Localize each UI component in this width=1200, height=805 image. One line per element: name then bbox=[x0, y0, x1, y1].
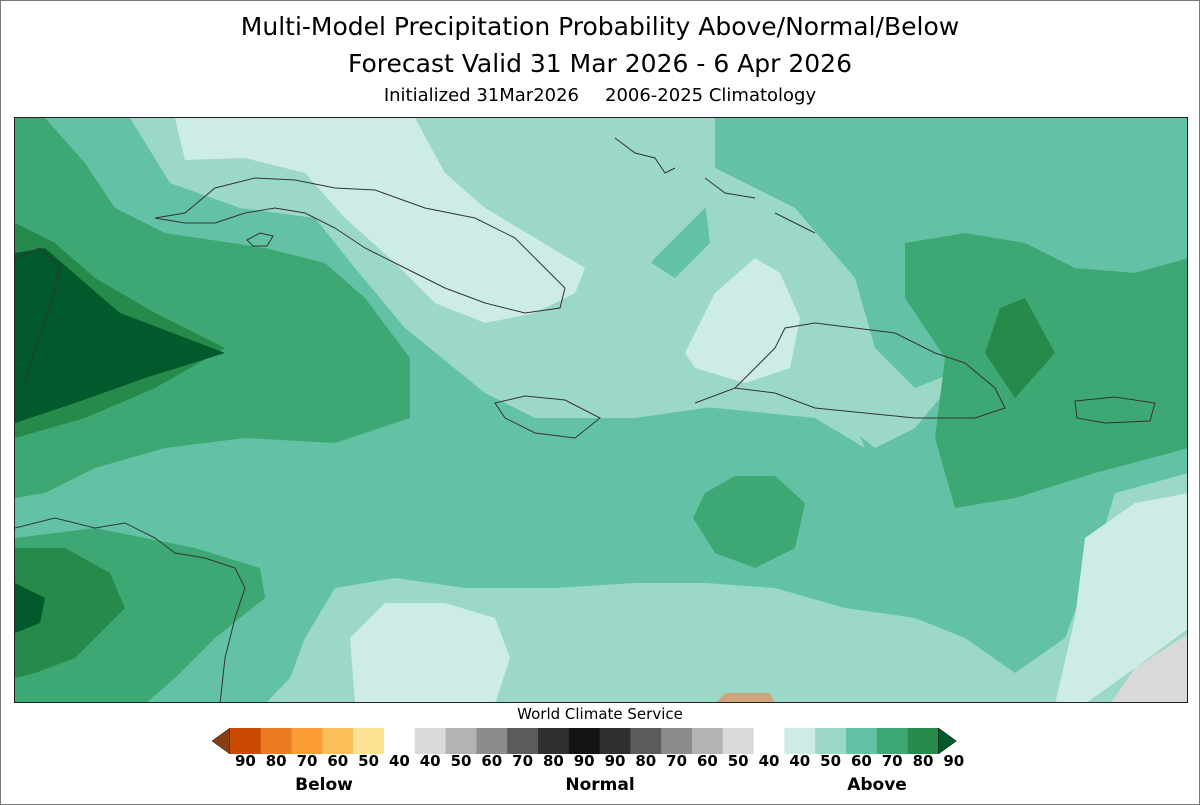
legend-swatch bbox=[722, 728, 755, 754]
legend-swatch bbox=[692, 728, 724, 754]
legend-tick-label: 60 bbox=[696, 752, 718, 770]
forecast-valid-period: Forecast Valid 31 Mar 2026 - 6 Apr 2026 bbox=[347, 49, 852, 78]
legend-tick-label: 90 bbox=[943, 752, 965, 770]
zone-above-70-east bbox=[905, 233, 1187, 508]
legend-tick-label: 90 bbox=[573, 752, 595, 770]
isla-de-la-juventud-coastline bbox=[246, 232, 274, 247]
legend-swatch bbox=[230, 728, 262, 754]
legend-swatch bbox=[599, 728, 631, 754]
legend-tick-label: 70 bbox=[881, 752, 903, 770]
zone-above-70-central bbox=[693, 476, 805, 568]
legend-swatch bbox=[815, 728, 847, 754]
legend-swatch bbox=[260, 728, 293, 754]
legend-arrow-below bbox=[212, 728, 231, 754]
map-title: Multi-Model Precipitation Probability Ab… bbox=[240, 12, 960, 41]
legend-category-above: Above bbox=[847, 775, 907, 795]
legend-category-normal: Normal bbox=[565, 775, 635, 795]
legend-swatch bbox=[907, 728, 939, 754]
zone-above-40-north bbox=[175, 118, 585, 323]
legend-tick-label: 50 bbox=[820, 752, 842, 770]
coastlines bbox=[15, 137, 1156, 702]
legend-tick-label: 40 bbox=[789, 752, 811, 770]
legend-swatch bbox=[630, 728, 662, 754]
zone-below-40-south bbox=[716, 693, 775, 702]
puerto-rico-coastline bbox=[1074, 396, 1156, 424]
bahamas-islands bbox=[614, 137, 816, 234]
legend-swatch bbox=[445, 728, 477, 754]
legend-category-below: Below bbox=[295, 775, 353, 795]
legend-swatch bbox=[846, 728, 878, 754]
credit-label: World Climate Service bbox=[517, 705, 683, 723]
zone-above-80-east bbox=[985, 298, 1055, 398]
legend-swatch bbox=[414, 728, 447, 754]
legend-tick-label: 80 bbox=[635, 752, 657, 770]
legend-swatch bbox=[507, 728, 539, 754]
legend-swatch bbox=[876, 728, 909, 754]
legend-swatch bbox=[291, 728, 323, 754]
zone-above-90-southwest bbox=[15, 583, 45, 633]
zone-above-40-south bbox=[350, 603, 510, 702]
legend-tick-label: 80 bbox=[912, 752, 934, 770]
legend-tick-label: 50 bbox=[727, 752, 749, 770]
legend-swatch bbox=[353, 728, 385, 754]
zone-above-40-southeast bbox=[1055, 493, 1187, 702]
legend-swatch bbox=[384, 728, 416, 754]
legend-tick-label: 40 bbox=[388, 752, 410, 770]
zone-above-80-southwest bbox=[15, 548, 125, 678]
zone-normal-50-southeast bbox=[1111, 634, 1187, 702]
legend-tick-label: 40 bbox=[758, 752, 780, 770]
map-subtitle: Initialized 31Mar2026 2006-2025 Climatolo… bbox=[0, 85, 1200, 106]
legend-swatch bbox=[322, 728, 354, 754]
legend-tick-label: 70 bbox=[512, 752, 534, 770]
hispaniola-coastline bbox=[694, 322, 1006, 419]
legend-tick-label: 70 bbox=[296, 752, 318, 770]
legend-swatch bbox=[568, 728, 601, 754]
legend-swatch bbox=[661, 728, 693, 754]
legend-tick-label: 60 bbox=[327, 752, 349, 770]
legend-swatch bbox=[538, 728, 570, 754]
legend-tick-label: 60 bbox=[481, 752, 503, 770]
zone-above-90-west bbox=[15, 248, 225, 423]
legend-tick-label: 60 bbox=[850, 752, 872, 770]
central-america-coastline bbox=[15, 247, 246, 702]
legend-swatch bbox=[753, 728, 785, 754]
legend-tick-label: 90 bbox=[234, 752, 256, 770]
legend-tick-label: 50 bbox=[450, 752, 472, 770]
legend-tick-label: 90 bbox=[604, 752, 626, 770]
legend-swatch bbox=[784, 728, 816, 754]
legend-tick-label: 80 bbox=[265, 752, 287, 770]
climatology-period: 2006-2025 Climatology bbox=[605, 85, 817, 106]
legend-tick-label: 70 bbox=[666, 752, 688, 770]
legend-arrow-above bbox=[938, 728, 957, 754]
legend-swatch bbox=[476, 728, 508, 754]
legend-colorbar bbox=[212, 728, 957, 754]
cuba-coastline bbox=[154, 177, 566, 314]
legend-tick-label: 80 bbox=[542, 752, 564, 770]
legend-tick-label: 40 bbox=[419, 752, 441, 770]
jamaica-coastline bbox=[494, 395, 601, 439]
initialized-date: Initialized 31Mar2026 bbox=[383, 85, 579, 106]
legend-tick-label: 50 bbox=[358, 752, 380, 770]
precipitation-probability-map bbox=[14, 117, 1188, 703]
